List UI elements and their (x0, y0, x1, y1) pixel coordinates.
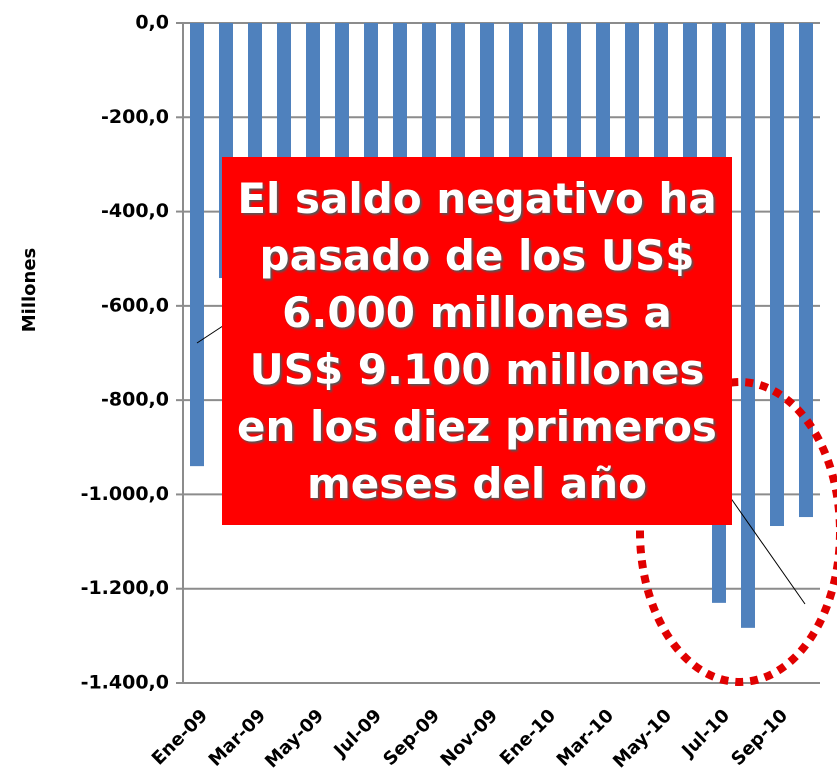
bar (799, 23, 813, 518)
y-tick-label: -1.400,0 (81, 672, 169, 694)
trend-line (729, 496, 806, 605)
y-tick-label: -600,0 (101, 294, 169, 316)
y-tick-label: 0,0 (135, 12, 169, 34)
x-tick-label: Mar-09 (205, 705, 270, 770)
x-tick-label: May-09 (261, 705, 328, 772)
y-tick-label: -1.200,0 (81, 577, 169, 599)
annotation-box: El saldo negativo ha pasado de los US$ 6… (222, 157, 732, 525)
highlight-ellipse (636, 378, 837, 686)
bar (741, 23, 755, 628)
x-tick-label: Sep-10 (727, 705, 792, 770)
y-tick-label: -1.000,0 (81, 483, 169, 505)
y-tick-label: -400,0 (101, 200, 169, 222)
x-tick-label: May-10 (609, 705, 676, 772)
x-tick-label: Ene-10 (496, 705, 560, 769)
x-tick-label: Sep-09 (379, 705, 444, 770)
bar (190, 23, 204, 467)
annotation: El saldo negativo ha pasado de los US$ 6… (237, 174, 717, 508)
x-tick-label: Ene-09 (148, 705, 212, 769)
x-tick-label: Jul-10 (677, 705, 734, 762)
y-tick-label: -800,0 (101, 389, 169, 411)
x-tick-label: Jul-09 (329, 705, 386, 762)
x-tick-label: Mar-10 (553, 705, 618, 770)
bar (770, 23, 784, 527)
y-tick-label: -200,0 (101, 106, 169, 128)
x-tick-label: Nov-09 (437, 705, 503, 771)
y-axis-label: Millones (19, 248, 40, 333)
